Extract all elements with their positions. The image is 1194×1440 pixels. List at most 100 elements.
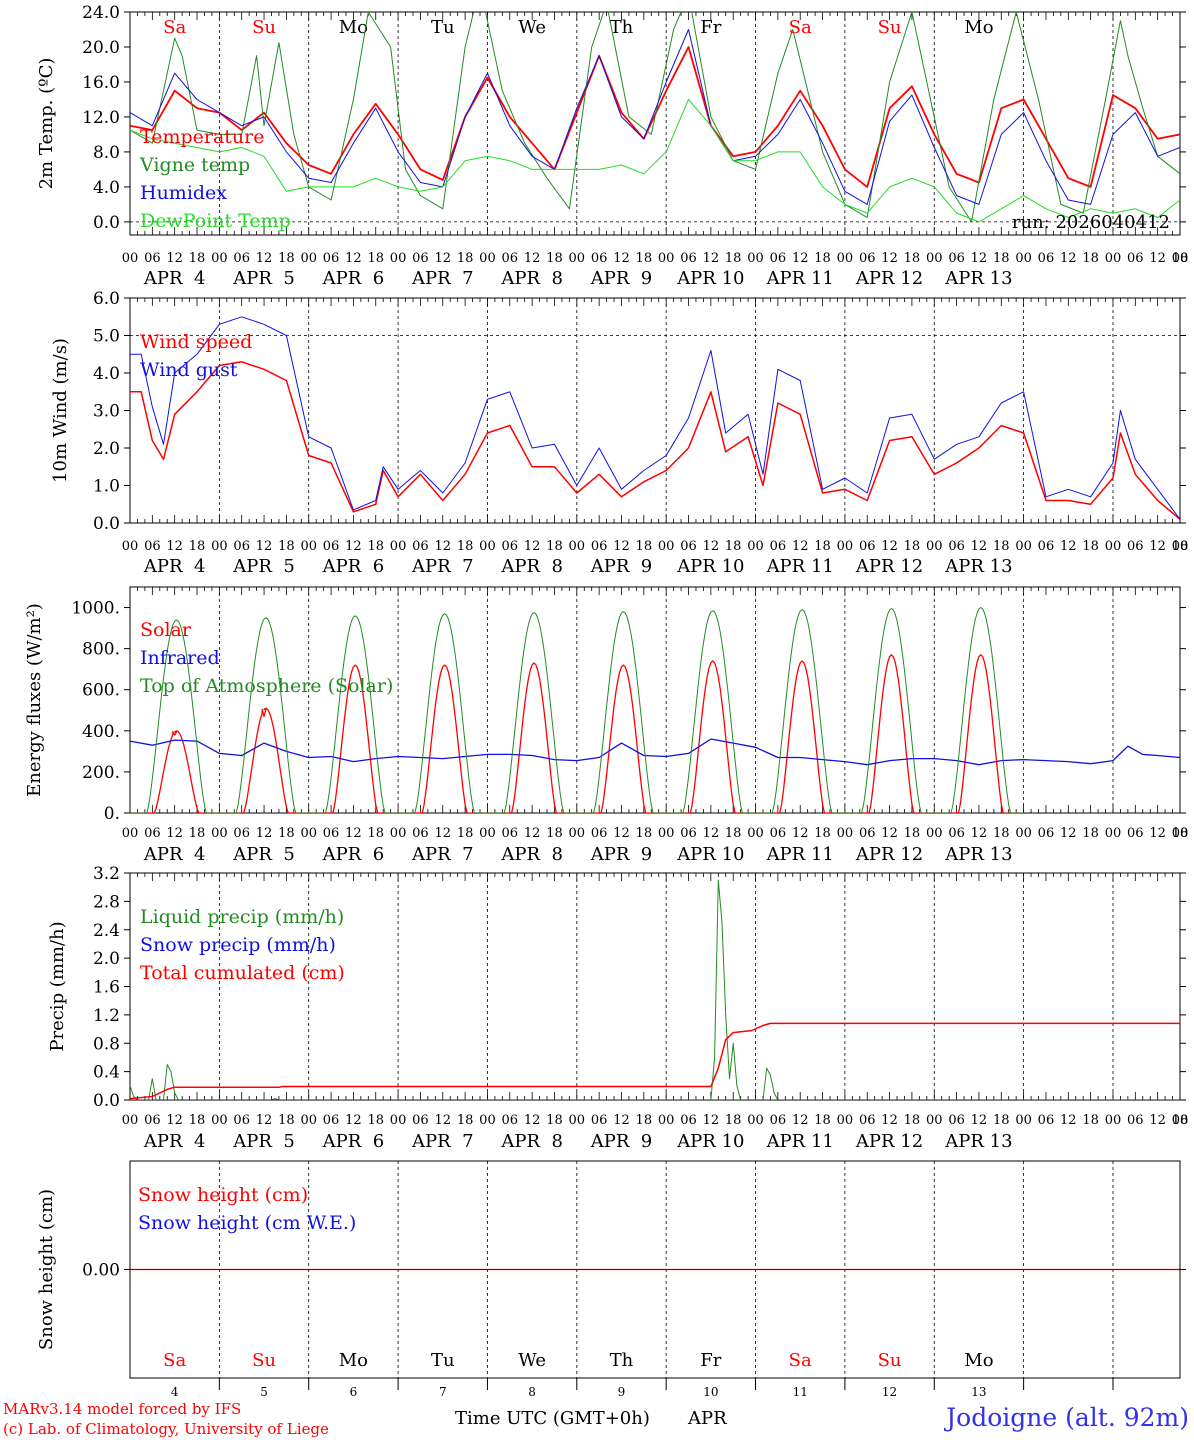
date-label: APR 6 bbox=[322, 1131, 385, 1152]
hour-tick-label: 18 bbox=[457, 539, 474, 554]
date-label: APR 13 bbox=[944, 1131, 1012, 1152]
hour-tick-label: 00 bbox=[926, 539, 943, 554]
hour-tick-label: 06 bbox=[233, 539, 250, 554]
hour-tick-label: 12 bbox=[256, 1113, 273, 1128]
day-name-mo: Mo bbox=[339, 17, 368, 38]
hour-tick-label: 12 bbox=[1060, 826, 1077, 841]
series-wind-speed bbox=[130, 361, 1180, 520]
hour-tick-label: 12 bbox=[971, 251, 988, 266]
date-label: APR 7 bbox=[411, 844, 474, 865]
hour-tick-label: 18 bbox=[814, 826, 831, 841]
hour-tick-label: 12 bbox=[792, 539, 809, 554]
date-label: APR 4 bbox=[143, 556, 206, 577]
hour-tick-label: 18 bbox=[457, 826, 474, 841]
hour-tick-label: 12 bbox=[703, 251, 720, 266]
series-wind-gust bbox=[130, 316, 1180, 520]
hour-tick-label: 00 bbox=[479, 1113, 496, 1128]
legend-humidex: Humidex bbox=[140, 182, 227, 204]
hour-tick-label: 06 bbox=[144, 826, 161, 841]
hour-tick-label: 06 bbox=[323, 1113, 340, 1128]
hour-tick-label: 12 bbox=[792, 251, 809, 266]
bottom-day-name: Su bbox=[252, 1350, 276, 1371]
hour-tick-label: 18 bbox=[457, 251, 474, 266]
hour-tick-label: 06 bbox=[144, 1113, 161, 1128]
date-label: APR 4 bbox=[143, 844, 206, 865]
legend-snow-precip-mm-h-: Snow precip (mm/h) bbox=[140, 934, 336, 956]
lab-credit: (c) Lab. of Climatology, University of L… bbox=[3, 1420, 329, 1438]
date-label: APR 12 bbox=[855, 1131, 923, 1152]
hour-tick-label: 06 bbox=[859, 251, 876, 266]
date-label: APR 10 bbox=[676, 556, 744, 577]
hour-tick-label: 12 bbox=[613, 251, 630, 266]
hour-tick-label: 06 bbox=[680, 1113, 697, 1128]
hour-tick-label: 18 bbox=[993, 251, 1010, 266]
hour-tick-label: 12 bbox=[792, 1113, 809, 1128]
hour-tick-label: 12 bbox=[613, 1113, 630, 1128]
hour-tick-label: 06 bbox=[502, 1113, 519, 1128]
y-tick-label: 1000. bbox=[71, 599, 120, 619]
plot-frame bbox=[129, 297, 1181, 524]
hour-tick-label: 00 bbox=[1105, 539, 1122, 554]
hour-tick-label: 18 bbox=[1172, 539, 1189, 554]
hour-tick-label: 18 bbox=[725, 1113, 742, 1128]
hour-tick-label: 06 bbox=[591, 251, 608, 266]
series-liquid-precip-mm-h- bbox=[130, 879, 1180, 1100]
hour-tick-label: 00 bbox=[926, 251, 943, 266]
hour-tick-label: 12 bbox=[256, 539, 273, 554]
hour-tick-label: 06 bbox=[591, 1113, 608, 1128]
hour-tick-label: 00 bbox=[390, 251, 407, 266]
hour-tick-label: 12 bbox=[524, 826, 541, 841]
y-tick-label: 1.0 bbox=[93, 477, 120, 497]
hour-tick-label: 00 bbox=[390, 1113, 407, 1128]
date-label: APR 6 bbox=[322, 556, 385, 577]
date-label: APR 12 bbox=[855, 844, 923, 865]
hour-tick-label: 12 bbox=[524, 251, 541, 266]
hour-tick-label: 18 bbox=[1082, 539, 1099, 554]
hour-tick-label: 00 bbox=[747, 826, 764, 841]
hour-tick-label: 00 bbox=[837, 251, 854, 266]
hour-tick-label: 12 bbox=[703, 826, 720, 841]
hour-tick-label: 12 bbox=[703, 1113, 720, 1128]
hour-tick-label: 00 bbox=[747, 251, 764, 266]
y-axis-label: 10m Wind (m/s) bbox=[50, 338, 71, 483]
date-label: APR 6 bbox=[322, 844, 385, 865]
hour-tick-label: 06 bbox=[680, 539, 697, 554]
hour-tick-label: 00 bbox=[658, 1113, 675, 1128]
y-tick-label: 0.0 bbox=[93, 1091, 120, 1111]
hour-tick-label: 18 bbox=[278, 1113, 295, 1128]
hour-tick-label: 18 bbox=[189, 826, 206, 841]
hour-tick-label: 18 bbox=[367, 251, 384, 266]
hour-tick-label: 12 bbox=[166, 1113, 183, 1128]
hour-tick-label: 12 bbox=[256, 826, 273, 841]
bottom-day-number: 8 bbox=[528, 1385, 536, 1399]
hour-tick-label: 06 bbox=[144, 251, 161, 266]
y-tick-label: 20.0 bbox=[82, 38, 120, 58]
hour-tick-label: 12 bbox=[166, 826, 183, 841]
hour-tick-label: 12 bbox=[1060, 539, 1077, 554]
hour-tick-label: 12 bbox=[971, 826, 988, 841]
panel-wind: 6.0 5.0 4.0 3.0 2.0 1.0 0.0 10m Wind (m/s) 00 06 1… bbox=[50, 289, 1188, 577]
hour-tick-label: 00 bbox=[211, 1113, 228, 1128]
hour-tick-label: 06 bbox=[591, 826, 608, 841]
day-name-su: Su bbox=[252, 17, 276, 38]
hour-tick-label: 06 bbox=[1038, 539, 1055, 554]
series-total-cumulated-cm- bbox=[130, 1022, 1180, 1100]
hour-tick-label: 18 bbox=[1082, 251, 1099, 266]
hour-tick-label: 06 bbox=[948, 1113, 965, 1128]
date-label: APR 5 bbox=[232, 844, 295, 865]
hour-tick-label: 06 bbox=[680, 251, 697, 266]
bottom-day-number: 9 bbox=[618, 1385, 626, 1399]
bottom-day-number: 5 bbox=[260, 1385, 268, 1399]
hour-tick-label: 06 bbox=[1127, 1113, 1144, 1128]
y-tick-label: 8.0 bbox=[93, 143, 120, 163]
hour-tick-label: 00 bbox=[300, 251, 317, 266]
hour-tick-label: 12 bbox=[1149, 1113, 1166, 1128]
y-tick-label: 4.0 bbox=[93, 178, 120, 198]
hour-tick-label: 00 bbox=[390, 826, 407, 841]
hour-tick-label: 18 bbox=[725, 539, 742, 554]
hour-tick-label: 12 bbox=[1060, 1113, 1077, 1128]
hour-tick-label: 06 bbox=[859, 826, 876, 841]
y-tick-label: 4.0 bbox=[93, 364, 120, 384]
bottom-day-number: 13 bbox=[971, 1385, 986, 1399]
date-label: APR 13 bbox=[944, 268, 1012, 289]
